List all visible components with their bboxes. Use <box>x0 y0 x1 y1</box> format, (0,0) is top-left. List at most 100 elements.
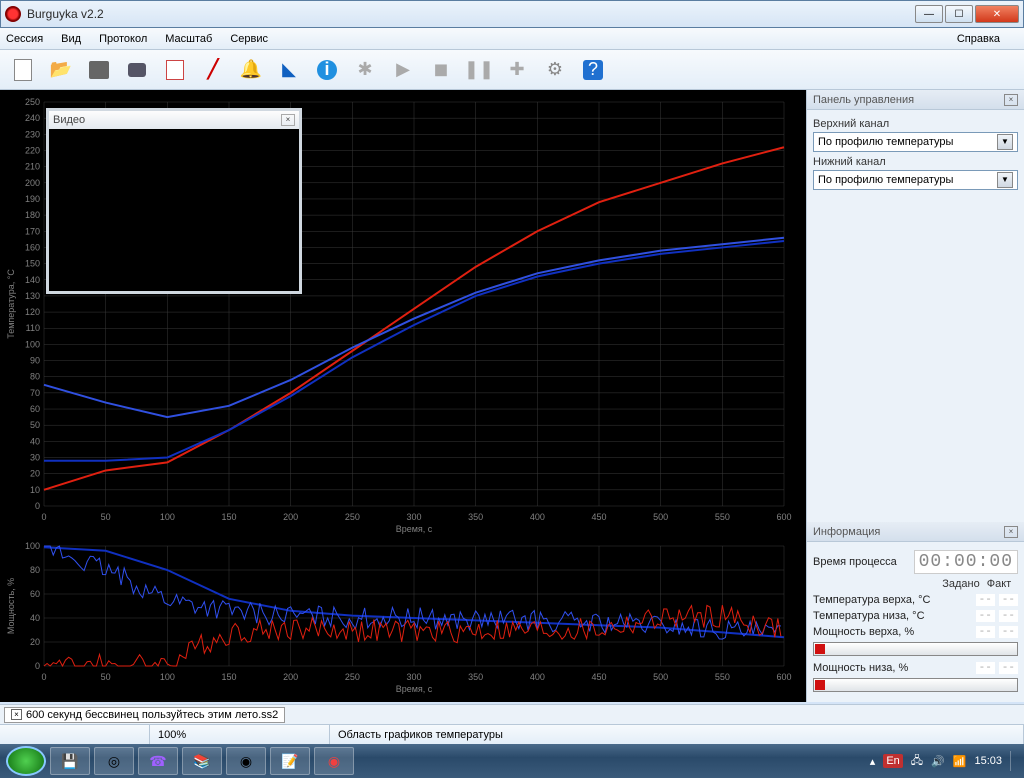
svg-text:Время, с: Время, с <box>396 524 433 534</box>
svg-text:150: 150 <box>221 672 236 682</box>
tray-signal-icon[interactable]: 📶 <box>953 755 967 768</box>
task-teamviewer-icon[interactable]: ◎ <box>94 747 134 775</box>
svg-text:250: 250 <box>25 97 40 107</box>
chart-button[interactable]: ╱ <box>196 53 230 87</box>
svg-text:0: 0 <box>35 661 40 671</box>
val: -- <box>999 626 1018 638</box>
save-button[interactable] <box>82 53 116 87</box>
menu-help[interactable]: Справка <box>957 33 1000 45</box>
video-close-icon[interactable]: × <box>281 114 295 126</box>
new-file-button[interactable] <box>6 53 40 87</box>
window-titlebar: Burguyka v2.2 — ☐ ✕ <box>0 0 1024 28</box>
log-button[interactable] <box>158 53 192 87</box>
process-time-label: Время процесса <box>813 556 914 568</box>
settings-button[interactable]: ⚙ <box>538 53 572 87</box>
window-title: Burguyka v2.2 <box>27 7 915 21</box>
svg-text:300: 300 <box>406 512 421 522</box>
minimize-button[interactable]: — <box>915 5 943 23</box>
info-panel-close-icon[interactable]: × <box>1004 526 1018 538</box>
close-button[interactable]: ✕ <box>975 5 1019 23</box>
tray-volume-icon[interactable]: 🔊 <box>931 755 945 768</box>
upper-channel-value: По профилю температуры <box>818 136 953 148</box>
svg-text:50: 50 <box>101 512 111 522</box>
svg-text:110: 110 <box>26 323 40 333</box>
menu-scale[interactable]: Масштаб <box>165 33 212 45</box>
svg-text:0: 0 <box>41 672 46 682</box>
task-app-icon[interactable]: ◉ <box>314 747 354 775</box>
temp-top-label: Температура верха, °C <box>813 594 972 606</box>
lower-channel-value: По профилю температуры <box>818 174 953 186</box>
help-button[interactable]: ? <box>576 53 610 87</box>
svg-text:60: 60 <box>30 589 40 599</box>
pause-button[interactable]: ❚❚ <box>462 53 496 87</box>
svg-text:450: 450 <box>591 672 606 682</box>
status-bar: 100% Область графиков температуры <box>0 724 1024 744</box>
svg-text:Время, с: Время, с <box>396 684 433 694</box>
svg-text:20: 20 <box>30 469 40 479</box>
menu-session[interactable]: Сессия <box>6 33 43 45</box>
svg-text:600: 600 <box>776 672 791 682</box>
menu-service[interactable]: Сервис <box>230 33 268 45</box>
open-button[interactable]: 📂 <box>44 53 78 87</box>
svg-text:150: 150 <box>221 512 236 522</box>
svg-text:80: 80 <box>30 372 40 382</box>
svg-text:180: 180 <box>25 210 40 220</box>
val: -- <box>976 610 995 622</box>
val: -- <box>976 626 995 638</box>
svg-text:10: 10 <box>30 485 40 495</box>
task-notepad-icon[interactable]: 📝 <box>270 747 310 775</box>
svg-text:90: 90 <box>30 356 40 366</box>
svg-text:20: 20 <box>30 637 40 647</box>
tray-clock[interactable]: 15:03 <box>974 755 1002 767</box>
lower-channel-combo[interactable]: По профилю температуры ▼ <box>813 170 1018 190</box>
power-chart: 0501001502002503003504004505005506000204… <box>4 538 794 694</box>
control-panel-title: Панель управления <box>813 94 914 106</box>
upper-channel-combo[interactable]: По профилю температуры ▼ <box>813 132 1018 152</box>
svg-text:60: 60 <box>30 404 40 414</box>
svg-text:30: 30 <box>30 453 40 463</box>
task-viber-icon[interactable]: ☎ <box>138 747 178 775</box>
svg-text:500: 500 <box>653 512 668 522</box>
bell-button[interactable]: 🔔 <box>234 53 268 87</box>
menu-protocol[interactable]: Протокол <box>99 33 147 45</box>
app-icon <box>5 6 21 22</box>
run-button[interactable]: ✱ <box>348 53 382 87</box>
col-act-label: Факт <box>980 578 1018 590</box>
menu-view[interactable]: Вид <box>61 33 81 45</box>
task-save-icon[interactable]: 💾 <box>50 747 90 775</box>
control-panel-header: Панель управления × <box>807 90 1024 110</box>
session-tab[interactable]: × 600 секунд бессвинец пользуйтесь этим … <box>4 707 285 723</box>
tab-close-icon[interactable]: × <box>11 709 22 720</box>
svg-text:200: 200 <box>283 512 298 522</box>
control-panel-close-icon[interactable]: × <box>1004 94 1018 106</box>
tray-arrow-icon[interactable]: ▴ <box>870 755 876 768</box>
maximize-button[interactable]: ☐ <box>945 5 973 23</box>
svg-text:250: 250 <box>345 672 360 682</box>
menu-bar: Сессия Вид Протокол Масштаб Сервис Справ… <box>0 28 1024 50</box>
tray-lang[interactable]: En <box>883 754 902 768</box>
task-chrome-icon[interactable]: ◉ <box>226 747 266 775</box>
svg-text:400: 400 <box>530 512 545 522</box>
val: -- <box>999 662 1018 674</box>
svg-text:100: 100 <box>25 339 40 349</box>
svg-text:0: 0 <box>35 501 40 511</box>
val: -- <box>976 594 995 606</box>
info-button[interactable]: i <box>310 53 344 87</box>
svg-text:220: 220 <box>25 145 40 155</box>
start-button[interactable] <box>6 746 46 776</box>
right-panel: Панель управления × Верхний канал По про… <box>806 90 1024 702</box>
task-winrar-icon[interactable]: 📚 <box>182 747 222 775</box>
video-panel[interactable]: Видео × <box>46 108 302 294</box>
plus-button[interactable]: ✚ <box>500 53 534 87</box>
svg-text:210: 210 <box>25 162 40 172</box>
show-desktop-button[interactable] <box>1010 751 1018 771</box>
play-button[interactable]: ▶ <box>386 53 420 87</box>
svg-text:100: 100 <box>25 541 40 551</box>
stop-button[interactable]: ◼ <box>424 53 458 87</box>
taskbar: 💾 ◎ ☎ 📚 ◉ 📝 ◉ ▴ En 🖧 🔊 📶 15:03 <box>0 744 1024 778</box>
svg-text:70: 70 <box>30 388 40 398</box>
camera-button[interactable] <box>120 53 154 87</box>
svg-text:130: 130 <box>25 291 40 301</box>
wizard-button[interactable]: ◣ <box>272 53 306 87</box>
svg-text:350: 350 <box>468 672 483 682</box>
